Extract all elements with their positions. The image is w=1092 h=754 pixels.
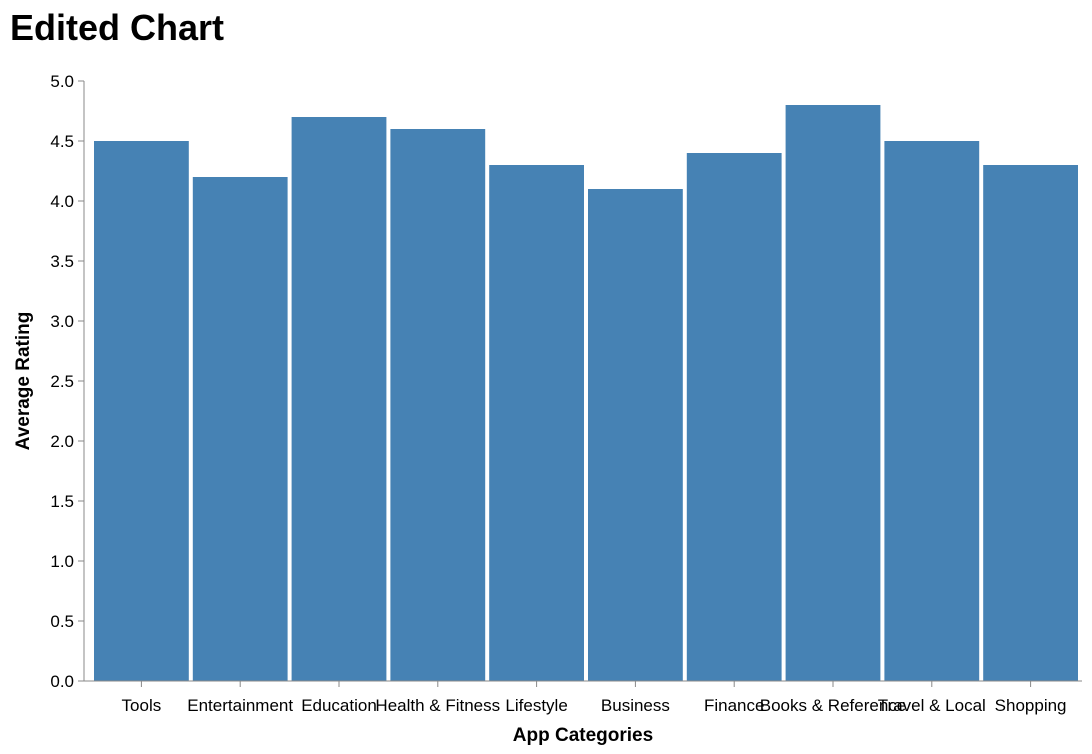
x-tick-label: Education [301, 696, 377, 715]
y-tick-label: 4.0 [50, 192, 74, 211]
x-tick-label: Tools [122, 696, 162, 715]
y-tick-label: 5.0 [50, 72, 74, 91]
x-tick-label: Health & Fitness [375, 696, 500, 715]
x-tick-label: Lifestyle [505, 696, 567, 715]
y-tick-label: 0.0 [50, 672, 74, 691]
y-tick-label: 3.0 [50, 312, 74, 331]
y-axis: 0.0 0.5 1.0 1.5 2.0 2.5 3.0 3.5 4.0 4.5 5.0 [50, 72, 85, 691]
bar-business [588, 189, 683, 681]
bar-tools [94, 141, 189, 681]
bar-travel-local [884, 141, 980, 681]
x-tick-label: Finance [704, 696, 764, 715]
y-tick-label: 3.5 [50, 252, 74, 271]
x-tick-label: Travel & Local [878, 696, 986, 715]
bar-lifestyle [489, 165, 584, 681]
bar-books-reference [785, 105, 881, 681]
y-tick-label: 2.0 [50, 432, 74, 451]
bar-entertainment [192, 177, 288, 681]
x-tick-label: Business [601, 696, 670, 715]
x-tick-label: Books & Reference [760, 696, 906, 715]
y-tick-label: 4.5 [50, 132, 74, 151]
chart-title: Edited Chart [10, 7, 225, 48]
y-tick-label: 2.5 [50, 372, 74, 391]
y-axis-title: Average Rating [13, 312, 34, 451]
x-tick-label: Entertainment [187, 696, 293, 715]
bars-group [94, 105, 1078, 681]
y-tick-label: 0.5 [50, 612, 74, 631]
bar-education [291, 117, 387, 681]
bar-shopping [983, 165, 1078, 681]
y-tick-label: 1.5 [50, 492, 74, 511]
bar-health-fitness [390, 129, 486, 681]
bar-finance [686, 153, 782, 681]
y-tick-label: 1.0 [50, 552, 74, 571]
x-tick-label: Shopping [995, 696, 1067, 715]
x-axis-title: App Categories [513, 725, 653, 746]
